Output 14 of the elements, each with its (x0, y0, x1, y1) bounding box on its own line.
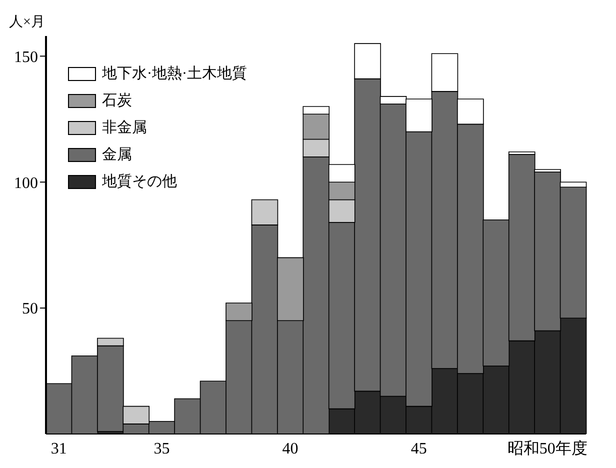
x-tick-label: 31 (50, 440, 67, 458)
legend-label: 金属 (102, 146, 132, 164)
y-axis-title: 人×月 (9, 14, 45, 30)
y-tick-label: 150 (14, 48, 38, 66)
x-tick-label: 40 (282, 440, 298, 458)
x-tick-label: 35 (154, 440, 170, 458)
x-tick-label: 昭和50年度 (507, 439, 588, 458)
legend-label: 地質その他 (102, 172, 177, 191)
legend-label: 非金属 (102, 118, 147, 137)
legend-label: 石炭 (102, 92, 132, 110)
y-tick-label: 50 (22, 300, 38, 318)
x-tick-label: 45 (410, 440, 427, 458)
y-tick-label: 100 (14, 174, 38, 192)
legend-label: 地下水·地熱·土木地質 (102, 64, 247, 83)
